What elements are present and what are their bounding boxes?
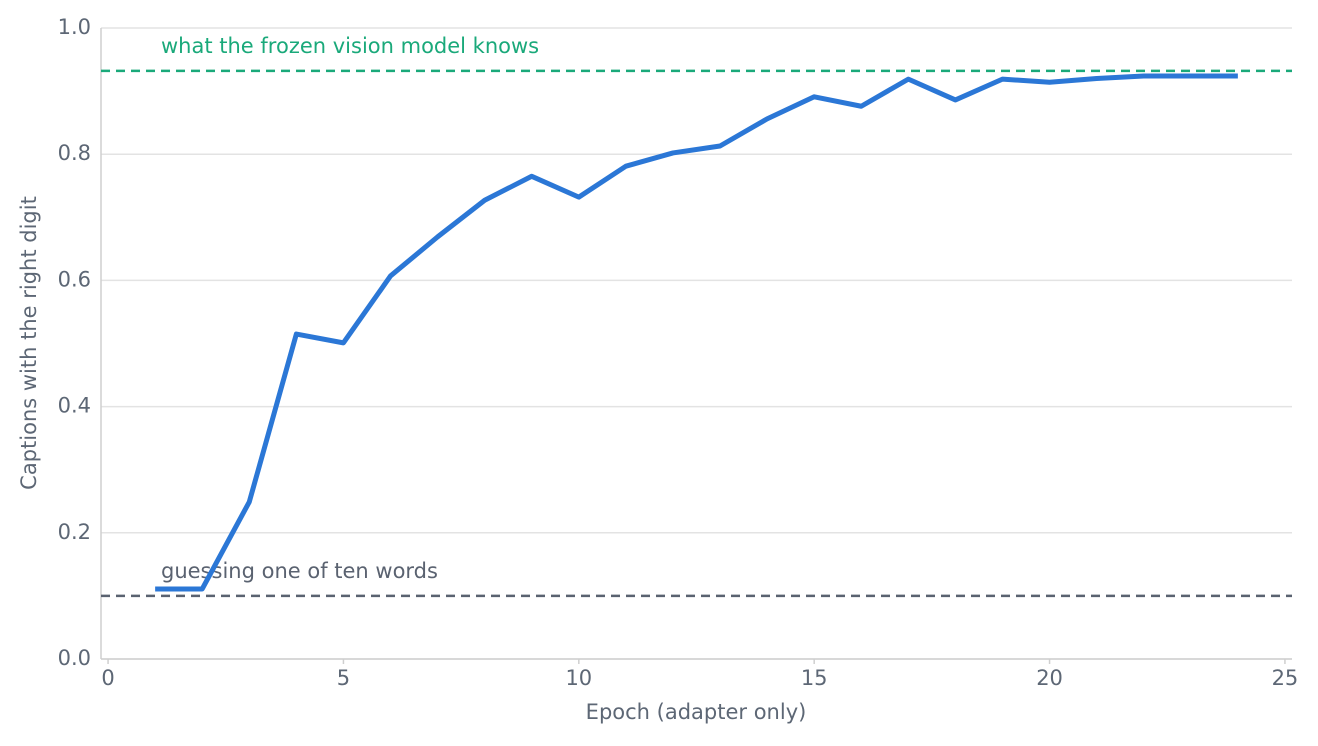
x-tick-label: 15	[801, 666, 828, 690]
data-line	[155, 73, 1238, 592]
x-tick-label: 25	[1272, 666, 1299, 690]
y-tick-label: 0.6	[58, 267, 91, 291]
y-tick-label: 0.2	[58, 520, 91, 544]
x-tick-label: 10	[565, 666, 592, 690]
y-axis-label: Captions with the right digit	[17, 196, 41, 490]
y-tick-label: 0.4	[58, 394, 91, 418]
y-tick-label: 0.0	[58, 646, 91, 670]
y-tick-label: 0.8	[58, 141, 91, 165]
x-tick-label: 5	[337, 666, 350, 690]
x-axis-label: Epoch (adapter only)	[586, 700, 807, 724]
y-tick-label: 1.0	[58, 15, 91, 39]
reference-label: what the frozen vision model knows	[161, 34, 539, 58]
x-tick-label: 20	[1036, 666, 1063, 690]
reference-label: guessing one of ten words	[161, 559, 438, 583]
x-tick-label: 0	[101, 666, 114, 690]
